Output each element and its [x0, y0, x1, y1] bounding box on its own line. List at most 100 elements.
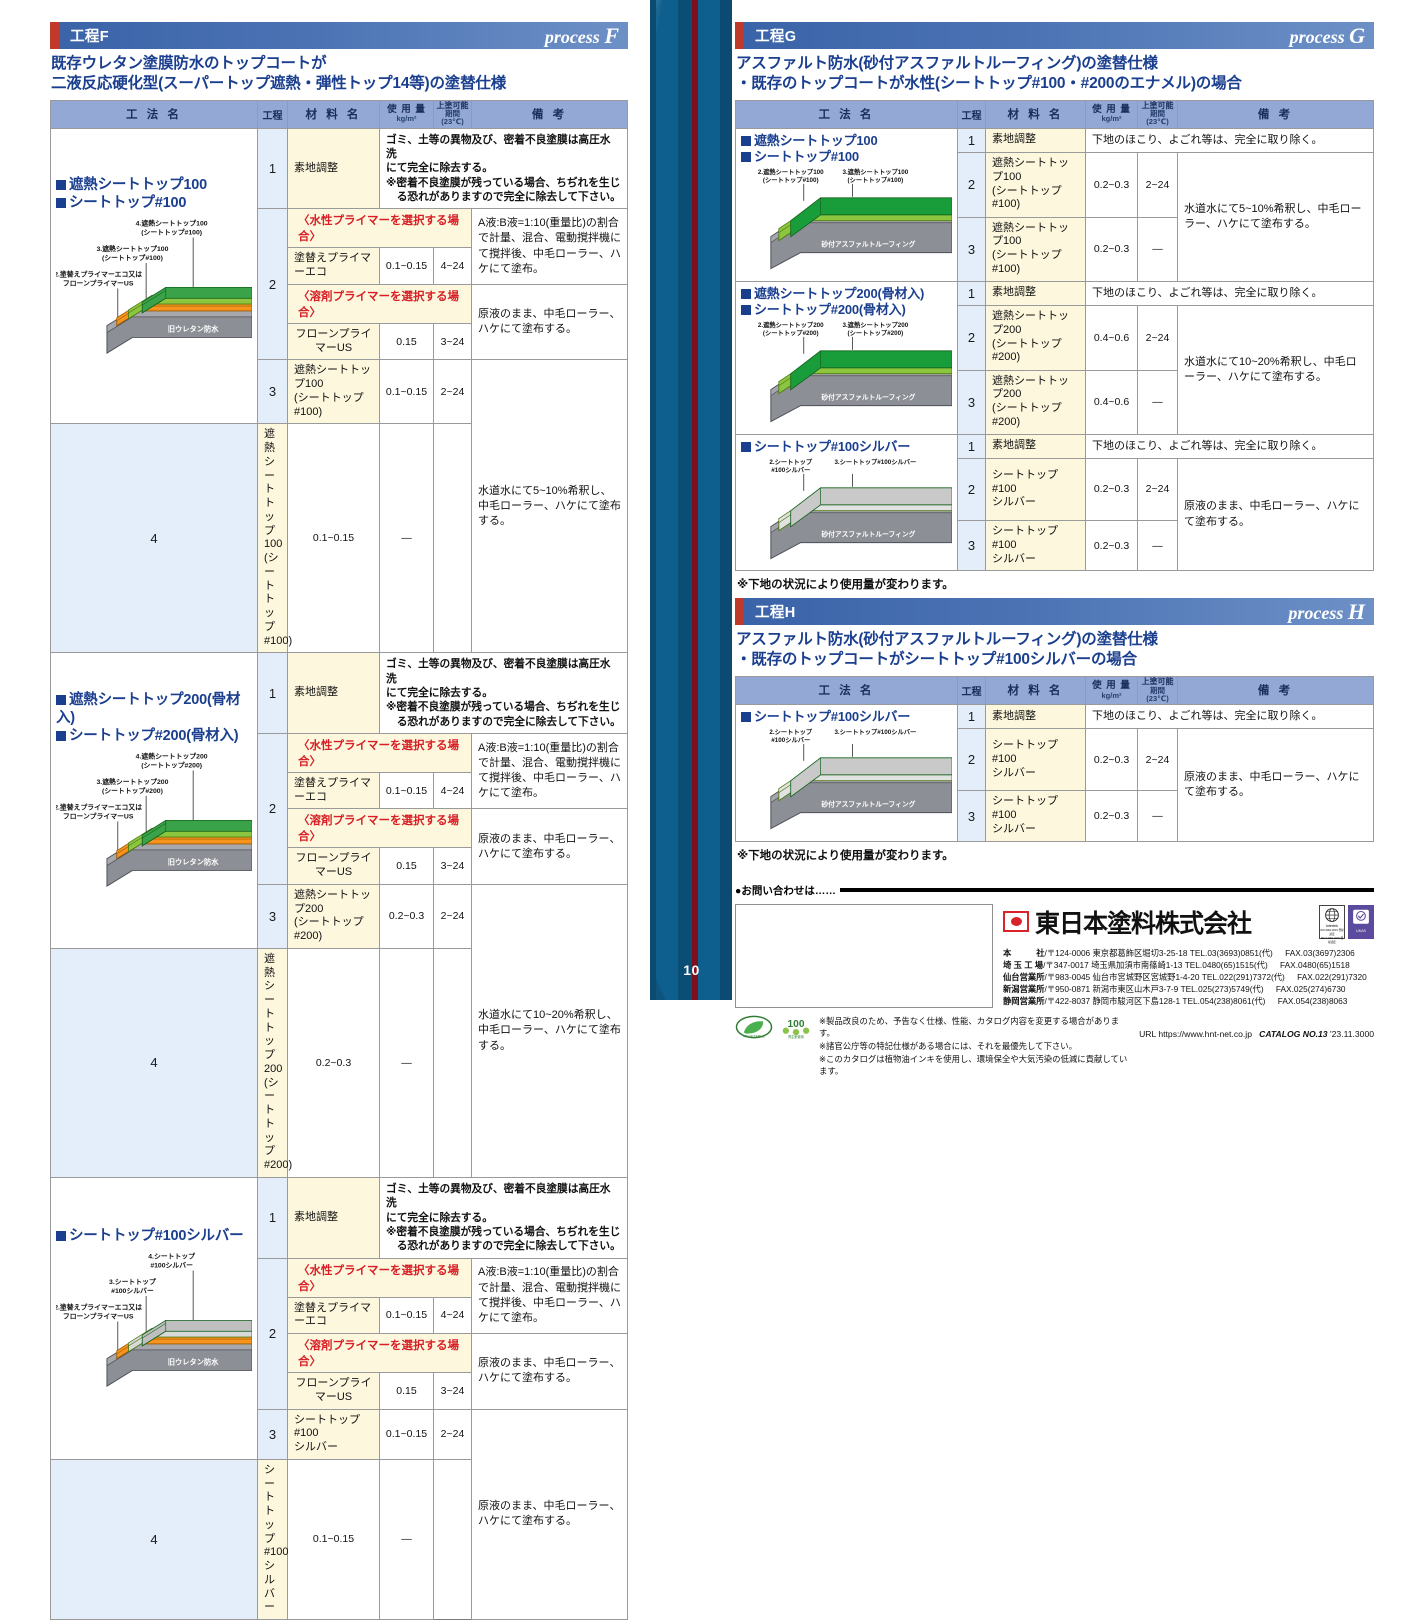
- svg-text:3.シートトップ#100シルバー: 3.シートトップ#100シルバー: [834, 727, 916, 736]
- office-address: 埼玉県加須市南篠崎1-13: [1091, 959, 1183, 970]
- table-row: 3 遮熱シートトップ200 (シートトップ#200) 0.4~0.6 —: [736, 369, 1374, 435]
- svg-text:(シートトップ#100): (シートトップ#100): [848, 175, 904, 184]
- method-title-line1: シートトップ#100シルバー: [741, 709, 952, 725]
- method-title-line1: 遮熱シートトップ200(骨材入): [56, 692, 241, 727]
- step-number: 2: [957, 151, 986, 218]
- step-number: 3: [257, 883, 288, 949]
- office-name: 埼 玉 工 場: [1003, 959, 1044, 970]
- period-value: 3~24: [433, 847, 472, 885]
- h-col-usage: 使 用 量 kg/m²: [1085, 675, 1138, 705]
- method-title: シートトップ#100シルバー: [56, 1227, 252, 1245]
- h-col-period: 上塗可能 期間(23℃): [1137, 675, 1178, 705]
- svg-text:旧ウレタン防水: 旧ウレタン防水: [168, 1358, 220, 1367]
- step-number: 3: [257, 359, 288, 425]
- svg-text:(シートトップ#200): (シートトップ#200): [102, 787, 163, 796]
- usage-value: 0.1~0.15: [287, 423, 380, 654]
- disclaimer-notes: ※製品改良のため、予告なく仕様、性能、カタログ内容を変更する場合があります。 ※諸…: [819, 1015, 1131, 1078]
- intertek-label: intertek: [1326, 923, 1338, 928]
- page-number: 10: [683, 962, 700, 978]
- g-period-label: 上塗可能: [1141, 100, 1174, 110]
- step-number: 1: [957, 280, 986, 306]
- office-tel: TEL.025(273)5749(代): [1180, 983, 1264, 994]
- material-name: 素地調整: [985, 703, 1086, 730]
- office-address: 仙台市宮城野区宮城野1-4-20: [1092, 971, 1200, 982]
- remarks: 原液のまま、中毛ローラー、ハケにて塗布する。: [471, 808, 628, 885]
- g-usage-label: 使 用 量: [1092, 103, 1131, 115]
- h-usage-unit: kg/m²: [1101, 690, 1122, 700]
- table-row: 2 遮熱シートトップ100 (シートトップ#100) 0.2~0.3 2~24 水…: [736, 151, 1374, 282]
- remarks: ゴミ、土等の異物及び、密着不良塗膜は高圧水洗 にて完全に除去する。 ※密着不良塗膜が…: [379, 652, 628, 734]
- h-period-cond: 期間(23℃): [1146, 685, 1169, 703]
- water-primer-header: 〈水性プライマーを選択する場合〉: [287, 208, 472, 249]
- process-g-banner: 工程G process G: [735, 22, 1374, 49]
- remarks: 下地のほこり、よごれ等は、完全に取り除く。: [1085, 127, 1374, 153]
- step-number: 1: [257, 127, 288, 210]
- method-cell: シートトップ#100シルバー 2.シートトップ #100シルバー 3.シートトッ…: [735, 433, 958, 572]
- g-col-method: 工 法 名: [735, 99, 958, 129]
- period-value: 2~24: [1137, 457, 1178, 522]
- g-subtitle-line-1: アスファルト防水(砂付アスファルトルーフィング)の塗替仕様: [736, 55, 1158, 72]
- material-name: シートトップ#100 シルバー: [985, 520, 1086, 572]
- recycle-text: 再生紙使用: [788, 1034, 804, 1039]
- method-title: 遮熱シートトップ100 シートトップ#100: [741, 133, 952, 166]
- material-name: シートトップ#100 シルバー: [985, 457, 1086, 522]
- left-page: 工程F process F 既存ウレタン塗膜防水のトップコートが 二液反応硬化型…: [0, 0, 648, 1620]
- svg-text:4.遮熱シートトップ100: 4.遮熱シートトップ100: [136, 219, 208, 228]
- h-period-label: 上塗可能: [1141, 677, 1174, 687]
- usage-value: 0.1~0.15: [379, 771, 434, 810]
- veg-ink-text: VEGETABLE: [743, 1034, 766, 1038]
- footer-main: 東日本塗料株式会社 intertek ISO 9001:2015 登録認定 IS…: [735, 903, 1374, 1008]
- method-title: シートトップ#100シルバー: [741, 439, 952, 455]
- catalog-date: '23.11.3000: [1329, 1028, 1374, 1039]
- table-row: 遮熱シートトップ100 シートトップ#100 2.遮熱シートトップ100 (シー…: [735, 127, 1374, 282]
- svg-text:2.塗替えプライマーエコ又は: 2.塗替えプライマーエコ又は: [56, 803, 142, 812]
- h-usage-label: 使 用 量: [1092, 680, 1131, 692]
- remarks: A液:B液=1:10(重量比)の割合で計量、混合、電動撹拌機にて撹拌後、中毛ロー…: [471, 1257, 628, 1335]
- usage-value: 0.4~0.6: [1085, 369, 1138, 435]
- material-name: 素地調整: [287, 652, 380, 734]
- material-name: 遮熱シートトップ100 (シートトップ#100): [257, 423, 292, 654]
- table-row: 塗替えプライマーエコ 0.1~0.15 4~24: [51, 771, 628, 810]
- bullet-square-icon: [741, 711, 751, 722]
- layer-diagram: 2.遮熱シートトップ200 (シートトップ#200) 3.遮熱シートトップ200…: [758, 320, 952, 423]
- material-name: 遮熱シートトップ100 (シートトップ#100): [985, 151, 1086, 218]
- office-row: 静岡営業所/〒422-8037 静岡市駿河区下島128-1 TEL.054(23…: [1003, 995, 1348, 1006]
- method-diagram: 4.遮熱シートトップ200 (シートトップ#200) 3.遮熱シートトップ200…: [56, 745, 252, 910]
- period-value: —: [379, 947, 434, 1178]
- table-row: シートトップ#100シルバー 2.シートトップ #100シルバー 3.シートトッ…: [735, 433, 1374, 572]
- layer-diagram: 4.遮熱シートトップ200 (シートトップ#200) 3.遮熱シートトップ200…: [56, 752, 252, 888]
- period-value: 2~24: [433, 1408, 472, 1460]
- g-table-header-row: 工 法 名 工程 材 料 名 使 用 量 kg/m² 上塗可能 期間(23℃) …: [735, 99, 1374, 129]
- process-f-table-body: 遮熱シートトップ100 シートトップ#100 4.遮熱シートトップ100 (シー…: [50, 127, 628, 1620]
- period-value: 3~24: [433, 1372, 472, 1410]
- process-g-spec-table: 工 法 名 工程 材 料 名 使 用 量 kg/m² 上塗可能 期間(23℃) …: [735, 99, 1374, 572]
- usage-value: 0.2~0.3: [1085, 790, 1138, 842]
- usage-value: 0.2~0.3: [1085, 728, 1138, 792]
- office-zip: 〒347-0017: [1045, 959, 1089, 970]
- usage-value: 0.15: [379, 1372, 434, 1410]
- table-row: 遮熱シートトップ200(骨材入) シートトップ#200(骨材入) 2.遮熱シート…: [735, 280, 1374, 435]
- material-name: フローンプライマーUS: [287, 847, 380, 885]
- table-row: 〈溶剤プライマーを選択する場合〉 原液のまま、中毛ローラー、ハケにて塗布する。: [51, 808, 628, 885]
- col-step: 工程: [257, 99, 288, 129]
- table-row: 2 シートトップ#100 シルバー 0.2~0.3 2~24 原液のまま、中毛ロー…: [736, 457, 1374, 572]
- remarks: A液:B液=1:10(重量比)の割合で計量、混合、電動撹拌機にて撹拌後、中毛ロー…: [471, 732, 628, 810]
- vegetable-oil-ink-icon: VEGETABLE: [735, 1015, 773, 1038]
- period-value: 2~24: [1137, 728, 1178, 792]
- material-name: 遮熱シートトップ100 (シートトップ#100): [287, 359, 380, 425]
- process-f-subtitle: 既存ウレタン塗膜防水のトップコートが 二液反応硬化型(スーパートップ遮熱・弾性ト…: [50, 49, 628, 100]
- solvent-primer-header: 〈溶剤プライマーを選択する場合〉: [287, 808, 472, 849]
- svg-text:2.遮熱シートトップ200: 2.遮熱シートトップ200: [758, 320, 824, 329]
- step-number: 2: [957, 304, 986, 371]
- bullet-square-icon: [741, 304, 751, 315]
- office-row: 仙台営業所/〒983-0045 仙台市宮城野区宮城野1-4-20 TEL.022…: [1003, 971, 1367, 982]
- office-address: 新潟市東区山木戸3-7-9: [1092, 983, 1179, 994]
- office-zip: 〒124-0006: [1046, 947, 1091, 958]
- usage-value: 0.1~0.15: [379, 1296, 434, 1335]
- office-zip: 〒983-0045: [1046, 971, 1091, 982]
- ukas-label: UKAS: [1356, 928, 1366, 933]
- usage-value: 0.1~0.15: [379, 247, 434, 285]
- office-name: 新潟営業所: [1003, 983, 1045, 994]
- svg-text:#100シルバー: #100シルバー: [771, 736, 810, 744]
- office-fax: FAX.025(274)6730: [1275, 983, 1346, 994]
